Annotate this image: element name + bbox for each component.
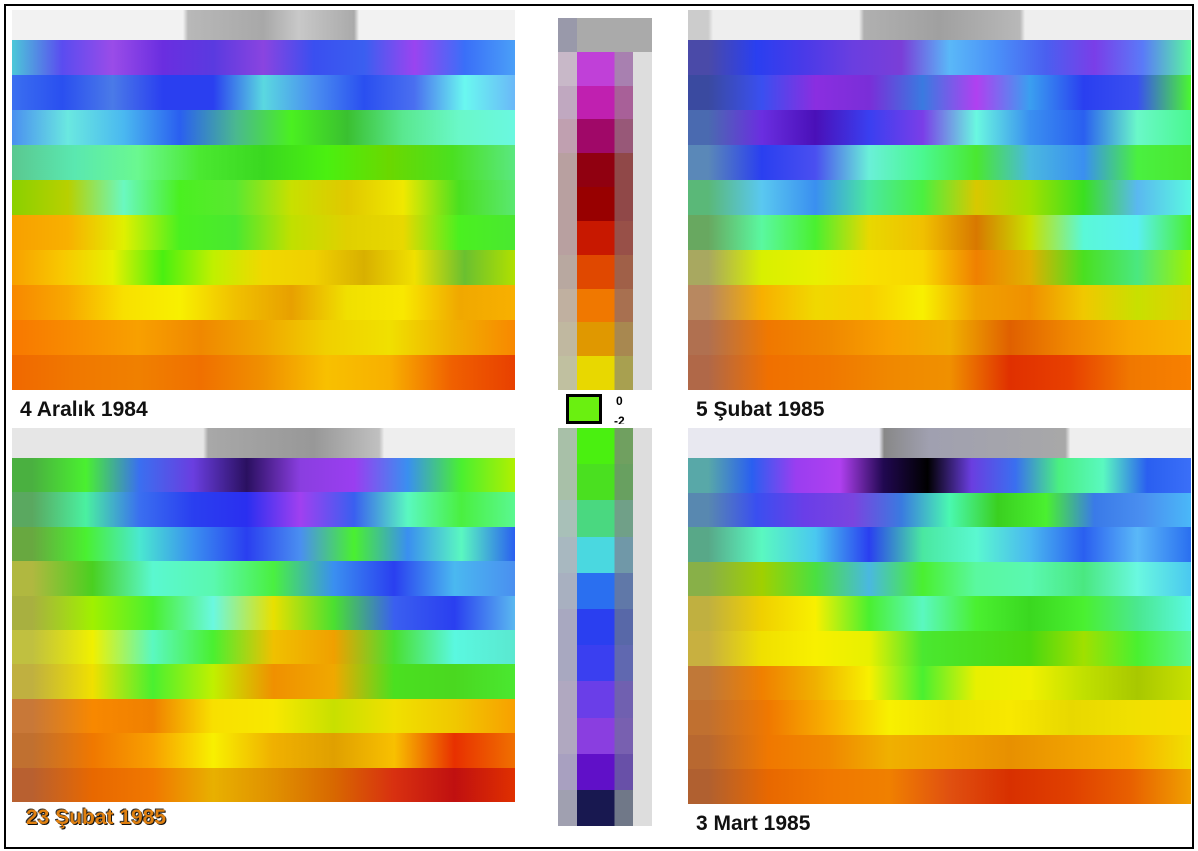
heatmap (688, 10, 1191, 390)
legend-label: -2 (614, 414, 625, 424)
legend-label: 0 (616, 394, 623, 408)
heatmap (12, 428, 515, 802)
figure: 4 Aralık 1984 5 Şubat 1985 23 Şubat 1985… (4, 4, 1194, 849)
panel-label: 3 Mart 1985 (696, 812, 810, 836)
panel-label: 5 Şubat 1985 (696, 398, 824, 422)
colorbar (558, 428, 652, 826)
panel-label: 4 Aralık 1984 (20, 398, 148, 422)
legend-swatch (566, 394, 602, 424)
colorbar (558, 18, 652, 390)
heatmap (688, 428, 1191, 804)
heatmap (12, 10, 515, 390)
panel-label: 23 Şubat 1985 (26, 806, 166, 830)
